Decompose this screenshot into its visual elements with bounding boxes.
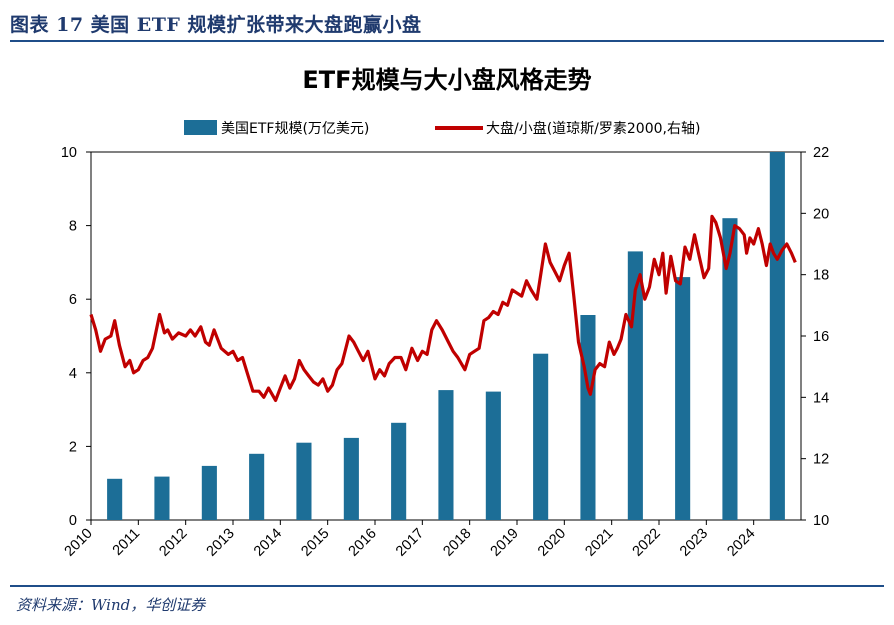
- chart: ETF规模与大小盘风格走势 美国ETF规模(万亿美元) 大盘/小盘(道琼斯/罗素…: [61, 66, 829, 560]
- x-tick-label: 2020: [535, 526, 569, 560]
- bar: [249, 453, 265, 520]
- right-tick-label: 22: [813, 145, 829, 161]
- right-axis: 10 12 14 16 18 20 22: [801, 145, 829, 529]
- line-series-group: [89, 214, 797, 402]
- left-tick-label: 0: [69, 513, 77, 529]
- source-note: 资料来源：Wind，华创证券: [16, 596, 206, 614]
- right-tick-label: 18: [813, 268, 829, 284]
- x-tick-label: 2021: [582, 526, 616, 560]
- legend-line-label: 大盘/小盘(道琼斯/罗素2000,右轴): [486, 120, 700, 137]
- line-series: [89, 214, 797, 402]
- x-tick-label: 2012: [156, 526, 190, 560]
- figure-caption: 图表 17 美国 ETF 规模扩张带来大盘跑赢小盘: [10, 14, 422, 36]
- bar: [154, 476, 170, 520]
- left-tick-label: 8: [69, 219, 77, 235]
- left-axis: 0 2 4 6 8 10: [61, 145, 91, 529]
- left-tick-label: 10: [61, 145, 77, 161]
- x-tick-label: 2023: [677, 526, 711, 560]
- bar: [769, 152, 785, 520]
- bar: [722, 218, 738, 520]
- bar: [438, 390, 454, 520]
- bar: [391, 422, 407, 520]
- footer-rule: [10, 585, 884, 587]
- x-tick-label: 2014: [251, 526, 285, 560]
- bar: [533, 353, 549, 520]
- bar-series: [107, 152, 785, 520]
- right-tick-label: 14: [813, 390, 829, 406]
- x-tick-label: 2016: [346, 526, 380, 560]
- right-tick-label: 10: [813, 513, 829, 529]
- x-tick-label: 2024: [724, 526, 758, 560]
- x-tick-label: 2017: [393, 526, 427, 560]
- bar: [675, 277, 691, 520]
- x-tick-label: 2011: [110, 526, 143, 559]
- bar: [201, 465, 217, 520]
- right-tick-label: 20: [813, 206, 829, 222]
- left-tick-label: 6: [69, 292, 77, 308]
- x-tick-label: 2022: [630, 526, 664, 560]
- x-tick-label: 2015: [298, 526, 332, 560]
- bar: [485, 391, 501, 520]
- right-tick-label: 12: [813, 452, 829, 468]
- x-axis: 2010 2011 2012 2013 2014 2015 2016 2017 2018 2019…: [62, 520, 758, 560]
- legend: 美国ETF规模(万亿美元) 大盘/小盘(道琼斯/罗素2000,右轴): [184, 120, 700, 137]
- bar: [296, 442, 312, 520]
- x-tick-label: 2019: [488, 526, 522, 560]
- x-tick-label: 2018: [440, 526, 474, 560]
- bar: [580, 315, 596, 520]
- legend-bar-label: 美国ETF规模(万亿美元): [221, 121, 369, 137]
- right-tick-label: 16: [813, 329, 829, 345]
- legend-bar-swatch: [184, 120, 217, 135]
- bar: [343, 437, 359, 520]
- bar: [107, 478, 123, 520]
- x-tick-label: 2010: [62, 526, 96, 560]
- x-tick-label: 2013: [204, 526, 238, 560]
- figure-header: 图表 17 美国 ETF 规模扩张带来大盘跑赢小盘: [10, 4, 884, 38]
- header-rule: [10, 40, 884, 42]
- chart-title: ETF规模与大小盘风格走势: [302, 66, 591, 94]
- left-tick-label: 4: [69, 366, 77, 382]
- left-tick-label: 2: [69, 439, 77, 455]
